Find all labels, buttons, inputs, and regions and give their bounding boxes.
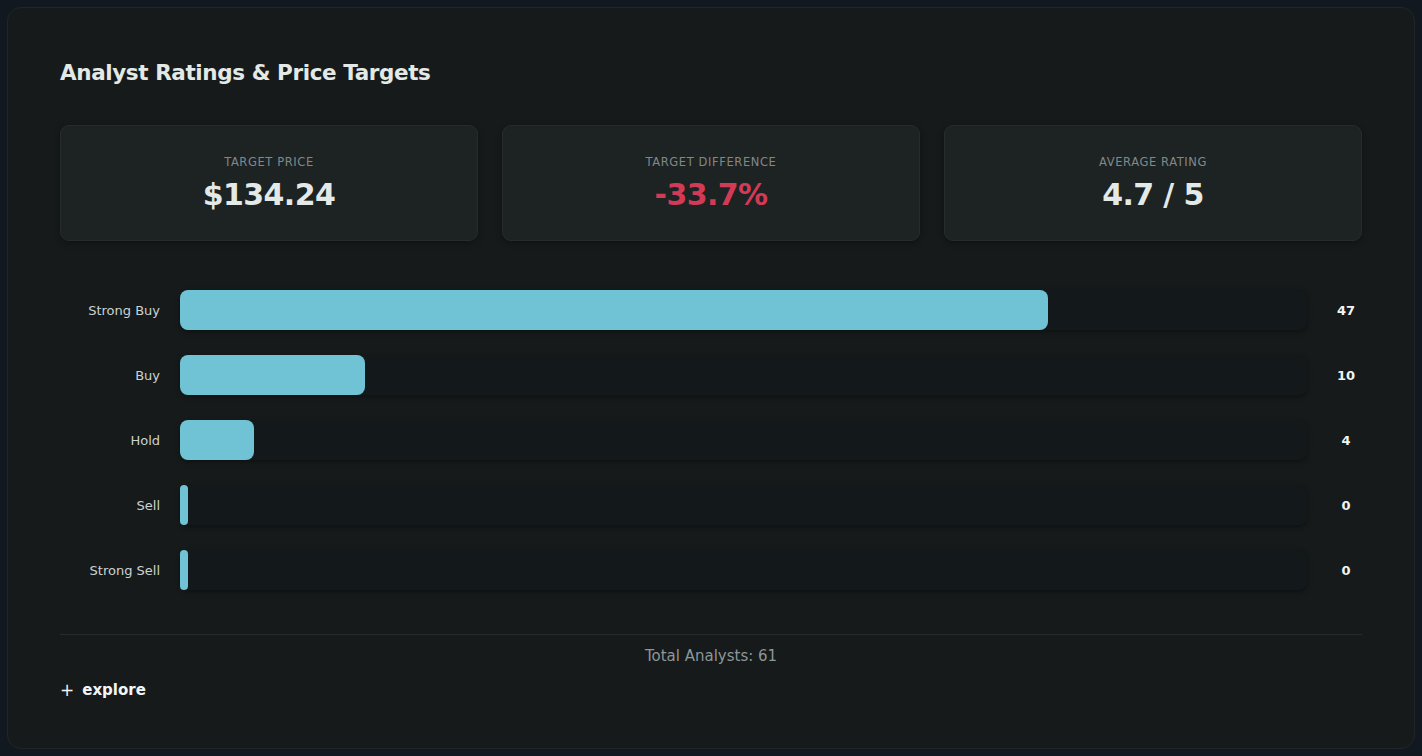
stat-label: TARGET PRICE: [224, 155, 314, 169]
rating-bar-fill: [180, 355, 365, 395]
stat-cards: TARGET PRICE $134.24 TARGET DIFFERENCE -…: [60, 125, 1362, 241]
rating-label: Buy: [60, 368, 160, 383]
rating-label: Strong Sell: [60, 563, 160, 578]
stat-card-target-difference: TARGET DIFFERENCE -33.7%: [502, 125, 920, 241]
stat-label: TARGET DIFFERENCE: [646, 155, 777, 169]
stat-label: AVERAGE RATING: [1099, 155, 1207, 169]
analyst-ratings-panel: Analyst Ratings & Price Targets TARGET P…: [7, 7, 1415, 749]
rating-row-hold: Hold 4: [60, 420, 1362, 460]
stat-card-target-price: TARGET PRICE $134.24: [60, 125, 478, 241]
rating-row-strong-sell: Strong Sell 0: [60, 550, 1362, 590]
rating-bar-fill: [180, 290, 1048, 330]
stat-value: 4.7 / 5: [1102, 177, 1204, 212]
rating-label: Strong Buy: [60, 303, 160, 318]
stat-card-average-rating: AVERAGE RATING 4.7 / 5: [944, 125, 1362, 241]
ratings-bar-chart: Strong Buy 47 Buy 10 Hold 4 Sell 0 Stron…: [60, 290, 1362, 590]
rating-count: 10: [1330, 368, 1362, 383]
rating-count: 0: [1330, 563, 1362, 578]
rating-bar-fill: [180, 420, 254, 460]
divider: [60, 634, 1362, 635]
stat-value: $134.24: [203, 177, 335, 212]
rating-bar-fill: [180, 485, 188, 525]
stat-value: -33.7%: [655, 177, 768, 212]
rating-row-buy: Buy 10: [60, 355, 1362, 395]
rating-count: 0: [1330, 498, 1362, 513]
rating-bar-track: [180, 550, 1307, 590]
rating-label: Sell: [60, 498, 160, 513]
rating-bar-track: [180, 485, 1307, 525]
rating-count: 47: [1330, 303, 1362, 318]
rating-count: 4: [1330, 433, 1362, 448]
rating-bar-track: [180, 355, 1307, 395]
rating-row-sell: Sell 0: [60, 485, 1362, 525]
total-analysts: Total Analysts: 61: [8, 647, 1414, 665]
rating-bar-track: [180, 290, 1307, 330]
explore-button[interactable]: + explore: [60, 681, 146, 699]
panel-title: Analyst Ratings & Price Targets: [60, 60, 1414, 85]
rating-row-strong-buy: Strong Buy 47: [60, 290, 1362, 330]
explore-label: explore: [82, 681, 146, 699]
rating-bar-fill: [180, 550, 188, 590]
rating-bar-track: [180, 420, 1307, 460]
rating-label: Hold: [60, 433, 160, 448]
plus-icon: +: [60, 682, 74, 699]
